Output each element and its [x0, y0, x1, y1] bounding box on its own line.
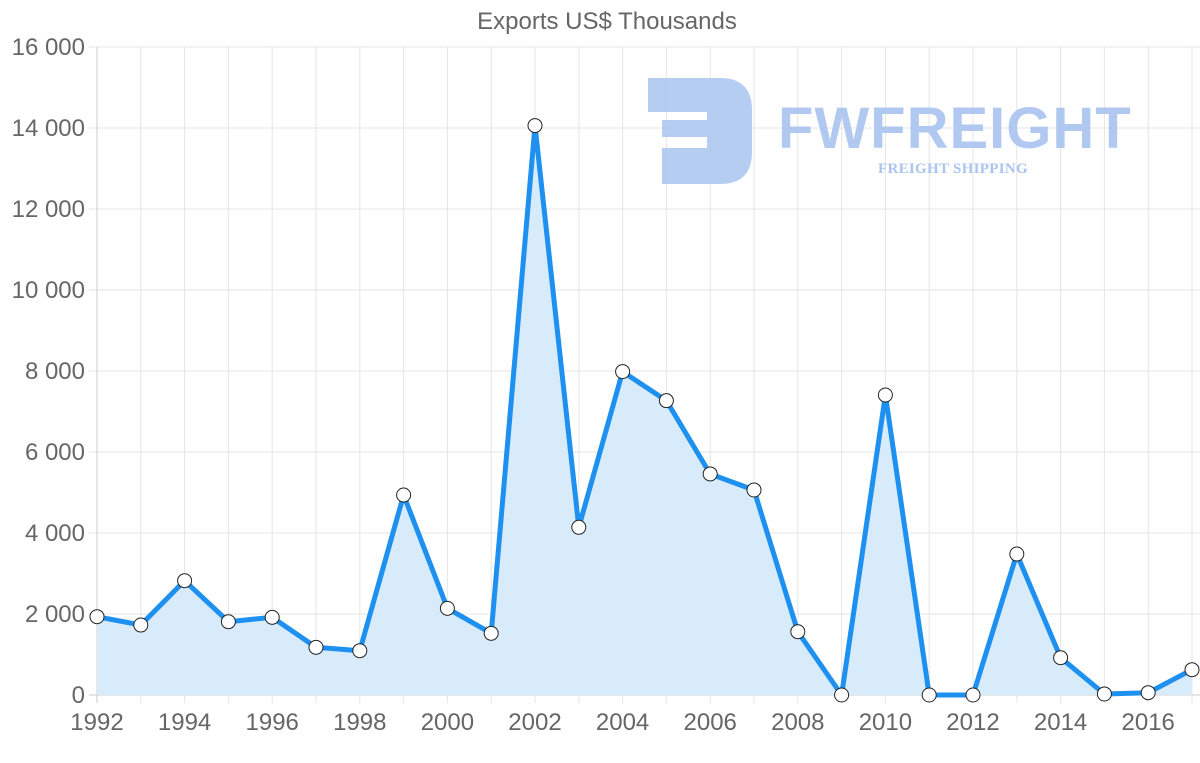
data-point[interactable]: [308, 639, 324, 655]
data-point[interactable]: [746, 482, 762, 498]
data-point[interactable]: [921, 687, 937, 703]
data-point[interactable]: [615, 364, 631, 380]
x-tick-label: 2006: [684, 709, 737, 736]
data-point[interactable]: [133, 617, 149, 633]
y-tick-label: 2 000: [25, 601, 85, 628]
y-tick-label: 0: [72, 682, 85, 709]
data-point[interactable]: [264, 609, 280, 625]
data-point[interactable]: [790, 624, 806, 640]
y-tick-label: 12 000: [12, 196, 85, 223]
x-tick-label: 1994: [158, 709, 211, 736]
data-point[interactable]: [352, 643, 368, 659]
x-tick-label: 2010: [859, 709, 912, 736]
x-tick-label: 2016: [1122, 709, 1175, 736]
x-axis: 1992 1994 1996 1998 2000 2002 2004 2006 2008 2010…: [70, 709, 1175, 736]
y-tick-label: 8 000: [25, 358, 85, 385]
x-tick-label: 2008: [771, 709, 824, 736]
data-point[interactable]: [220, 614, 236, 630]
y-axis: 0 2 000 4 000 6 000 8 000 10 000 12 000 14 000 1…: [12, 34, 85, 709]
data-point[interactable]: [483, 625, 499, 641]
data-point[interactable]: [396, 487, 412, 503]
data-point[interactable]: [89, 609, 105, 625]
data-line: [96, 123, 1194, 698]
data-point[interactable]: [439, 600, 455, 616]
x-tick-label: 2000: [421, 709, 474, 736]
data-points: [89, 118, 1200, 703]
data-point[interactable]: [1053, 650, 1069, 666]
x-tick-label: 2014: [1034, 709, 1087, 736]
data-point[interactable]: [571, 519, 587, 535]
data-point[interactable]: [702, 466, 718, 482]
x-tick-label: 1996: [246, 709, 299, 736]
data-point[interactable]: [527, 118, 543, 134]
data-point[interactable]: [877, 387, 893, 403]
y-tick-label: 16 000: [12, 34, 85, 61]
x-tick-label: 1992: [70, 709, 123, 736]
x-tick-label: 2012: [946, 709, 999, 736]
y-tick-label: 6 000: [25, 439, 85, 466]
data-point[interactable]: [658, 393, 674, 409]
y-tick-label: 14 000: [12, 115, 85, 142]
data-point[interactable]: [834, 687, 850, 703]
x-tick-label: 1998: [333, 709, 386, 736]
data-point[interactable]: [1009, 546, 1025, 562]
x-tick-label: 2002: [508, 709, 561, 736]
x-tick-label: 2004: [596, 709, 649, 736]
fwfreight-logo-icon: [648, 78, 752, 184]
y-tick-label: 4 000: [25, 520, 85, 547]
chart-title: Exports US$ Thousands: [477, 8, 737, 35]
data-point[interactable]: [1096, 686, 1112, 702]
data-point[interactable]: [1184, 662, 1200, 678]
data-point[interactable]: [965, 687, 981, 703]
data-point[interactable]: [1140, 685, 1156, 701]
area-fill: [97, 125, 1192, 696]
data-point[interactable]: [177, 573, 193, 589]
y-tick-label: 10 000: [12, 277, 85, 304]
